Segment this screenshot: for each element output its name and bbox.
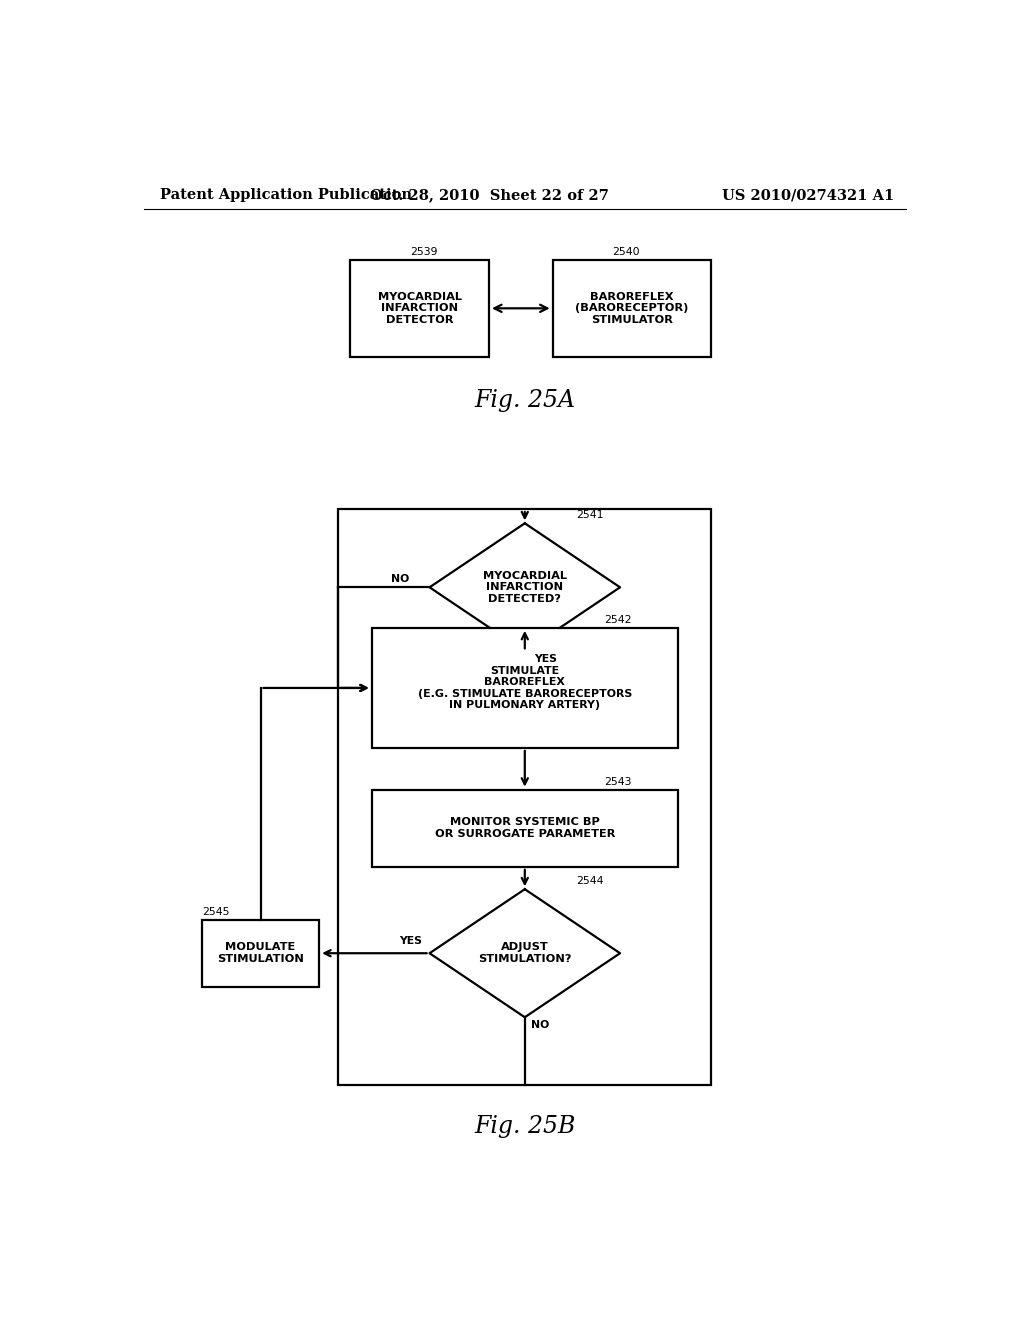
Text: 2543: 2543 bbox=[604, 776, 632, 787]
Text: 2545: 2545 bbox=[202, 907, 229, 916]
Text: US 2010/0274321 A1: US 2010/0274321 A1 bbox=[722, 189, 894, 202]
FancyBboxPatch shape bbox=[350, 260, 489, 356]
Text: NO: NO bbox=[391, 574, 410, 585]
Text: BAROREFLEX
(BARORECEPTOR)
STIMULATOR: BAROREFLEX (BARORECEPTOR) STIMULATOR bbox=[575, 292, 688, 325]
FancyBboxPatch shape bbox=[372, 789, 678, 867]
Text: NO: NO bbox=[531, 1020, 550, 1031]
Text: 2544: 2544 bbox=[577, 876, 604, 886]
Text: 2542: 2542 bbox=[604, 615, 632, 624]
Text: Patent Application Publication: Patent Application Publication bbox=[160, 189, 412, 202]
FancyBboxPatch shape bbox=[202, 920, 319, 987]
FancyBboxPatch shape bbox=[372, 628, 678, 748]
Text: Fig. 25A: Fig. 25A bbox=[474, 389, 575, 412]
Text: ADJUST
STIMULATION?: ADJUST STIMULATION? bbox=[478, 942, 571, 964]
FancyBboxPatch shape bbox=[553, 260, 712, 356]
Text: 2539: 2539 bbox=[410, 247, 437, 257]
Text: STIMULATE
BAROREFLEX
(E.G. STIMULATE BARORECEPTORS
IN PULMONARY ARTERY): STIMULATE BAROREFLEX (E.G. STIMULATE BAR… bbox=[418, 665, 632, 710]
Text: 2540: 2540 bbox=[612, 247, 640, 257]
Text: Oct. 28, 2010  Sheet 22 of 27: Oct. 28, 2010 Sheet 22 of 27 bbox=[370, 189, 608, 202]
Text: YES: YES bbox=[398, 936, 422, 946]
Text: Fig. 25B: Fig. 25B bbox=[474, 1114, 575, 1138]
Text: YES: YES bbox=[535, 655, 557, 664]
Text: MYOCARDIAL
INFARCTION
DETECTED?: MYOCARDIAL INFARCTION DETECTED? bbox=[482, 570, 567, 605]
FancyBboxPatch shape bbox=[338, 510, 712, 1085]
Text: 2541: 2541 bbox=[577, 511, 604, 520]
Text: MONITOR SYSTEMIC BP
OR SURROGATE PARAMETER: MONITOR SYSTEMIC BP OR SURROGATE PARAMET… bbox=[434, 817, 615, 840]
Text: MYOCARDIAL
INFARCTION
DETECTOR: MYOCARDIAL INFARCTION DETECTOR bbox=[378, 292, 462, 325]
Text: MODULATE
STIMULATION: MODULATE STIMULATION bbox=[217, 942, 304, 964]
